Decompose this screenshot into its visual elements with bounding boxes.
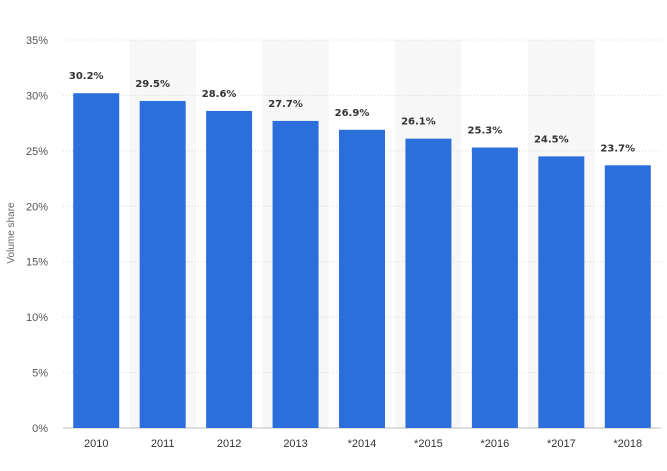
x-axis-labels: 2010 2011 2012 2013 *2014 *2015 *2016 *2017 *201… <box>84 438 642 450</box>
x-tick-label: *2017 <box>547 438 576 450</box>
data-label: 28.6% <box>202 89 237 100</box>
data-labels: 30.2% 29.5% 28.6% 27.7% 26.9% 26.1% 25.3% 24.5%… <box>69 71 635 154</box>
y-tick-label: 10% <box>26 312 48 324</box>
y-tick-label: 25% <box>26 146 48 158</box>
y-axis-title: Volume share <box>6 202 17 264</box>
bar <box>405 138 452 429</box>
bar <box>339 129 385 428</box>
x-tick-label: *2014 <box>348 438 377 450</box>
y-tick-label: 5% <box>32 368 48 380</box>
data-label: 25.3% <box>468 126 503 137</box>
bar <box>471 147 518 428</box>
data-label: 23.7% <box>600 143 635 154</box>
y-tick-label: 35% <box>26 35 48 47</box>
data-label: 27.7% <box>268 99 303 110</box>
data-label: 26.1% <box>401 117 436 128</box>
bar <box>272 120 319 428</box>
data-label: 29.5% <box>135 79 170 90</box>
x-tick-label: *2015 <box>414 438 443 450</box>
y-tick-label: 20% <box>26 201 48 213</box>
x-tick-label: 2010 <box>84 438 108 450</box>
data-label: 24.5% <box>534 134 569 145</box>
bar <box>139 100 186 428</box>
x-tick-label: 2011 <box>151 438 175 450</box>
x-tick-label: 2013 <box>283 438 307 450</box>
x-tick-label: 2012 <box>217 438 241 450</box>
y-tick-label: 0% <box>32 423 48 435</box>
y-axis-ticks: 0% 5% 10% 15% 20% 25% 30% 35% <box>26 35 48 435</box>
bar <box>206 110 253 428</box>
x-tick-label: *2016 <box>481 438 510 450</box>
bar <box>538 156 585 428</box>
data-label: 26.9% <box>335 108 370 119</box>
data-label: 30.2% <box>69 71 104 82</box>
bars <box>73 93 651 429</box>
y-tick-label: 30% <box>26 90 48 102</box>
bar <box>73 93 120 428</box>
y-tick-label: 15% <box>26 257 48 269</box>
bar <box>604 165 651 429</box>
x-tick-label: *2018 <box>613 438 642 450</box>
